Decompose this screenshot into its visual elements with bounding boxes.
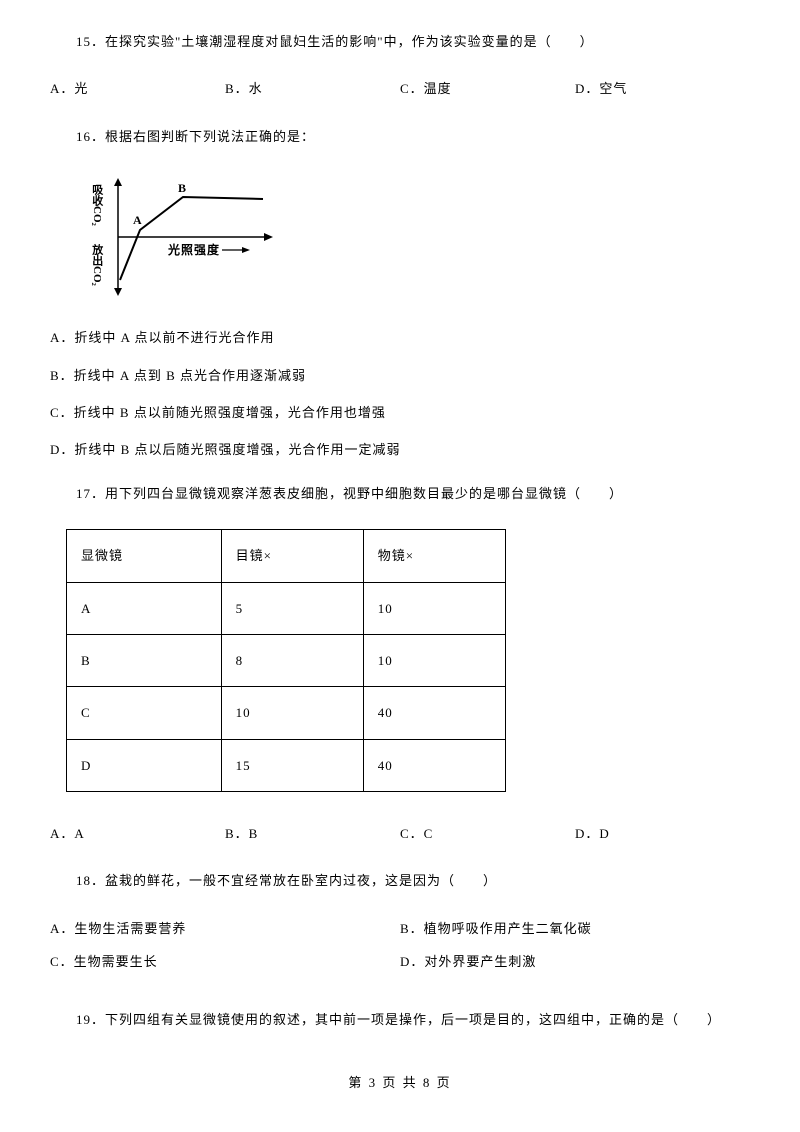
q17-opt-c: C．C (400, 822, 575, 845)
r0c0: A (67, 582, 222, 634)
r0c1: 5 (221, 582, 363, 634)
th-2: 物镜× (363, 530, 505, 582)
q17-text: 17．用下列四台显微镜观察洋葱表皮细胞，视野中细胞数目最少的是哪台显微镜（ ） (50, 482, 750, 505)
graph-y-lower: 放出CO₂ (86, 244, 106, 286)
q18-opt-a: A．生物生活需要营养 (50, 917, 400, 940)
q15-opt-c: C．温度 (400, 77, 575, 100)
q17-opt-a: A．A (50, 822, 225, 845)
r1c0: B (67, 634, 222, 686)
r2c2: 40 (363, 687, 505, 739)
q17-options: A．A B．B C．C D．D (50, 822, 750, 845)
q16-options: A．折线中 A 点以前不进行光合作用 B．折线中 A 点到 B 点光合作用逐渐减… (50, 326, 750, 462)
q17-table: 显微镜 目镜× 物镜× A 5 10 B 8 10 C 10 40 D 15 4… (66, 529, 506, 792)
q16-opt-b: B．折线中 A 点到 B 点光合作用逐渐减弱 (50, 364, 750, 387)
th-1: 目镜× (221, 530, 363, 582)
r3c1: 15 (221, 739, 363, 791)
r1c2: 10 (363, 634, 505, 686)
r3c0: D (67, 739, 222, 791)
r1c1: 8 (221, 634, 363, 686)
r2c1: 10 (221, 687, 363, 739)
page-footer: 第 3 页 共 8 页 (50, 1071, 750, 1094)
graph-y-upper: 吸收CO₂ (86, 184, 106, 226)
q18-opt-d: D．对外界要产生刺激 (400, 950, 750, 973)
q19-text: 19．下列四组有关显微镜使用的叙述，其中前一项是操作，后一项是目的，这四组中，正… (50, 1008, 750, 1031)
r2c0: C (67, 687, 222, 739)
q15-opt-d: D．空气 (575, 77, 750, 100)
graph-point-b: B (178, 181, 187, 195)
q15-opt-a: A．光 (50, 77, 225, 100)
q17-opt-b: B．B (225, 822, 400, 845)
q17-opt-d: D．D (575, 822, 750, 845)
q16-opt-c: C．折线中 B 点以前随光照强度增强，光合作用也增强 (50, 401, 750, 424)
q18-text: 18．盆栽的鲜花，一般不宜经常放在卧室内过夜，这是因为（ ） (50, 869, 750, 892)
q16-opt-a: A．折线中 A 点以前不进行光合作用 (50, 326, 750, 349)
q18-opt-c: C．生物需要生长 (50, 950, 400, 973)
r3c2: 40 (363, 739, 505, 791)
graph-point-a: A (133, 213, 143, 227)
r0c2: 10 (363, 582, 505, 634)
q16-text: 16．根据右图判断下列说法正确的是： (50, 125, 750, 148)
q16-opt-d: D．折线中 B 点以后随光照强度增强，光合作用一定减弱 (50, 438, 750, 461)
graph-x-label: 光照强度 (167, 242, 220, 257)
q16-graph: A B 光照强度 吸收CO₂ 放出CO₂ (78, 172, 278, 302)
q18-options: A．生物生活需要营养 B．植物呼吸作用产生二氧化碳 C．生物需要生长 D．对外界… (50, 917, 750, 984)
q15-opt-b: B．水 (225, 77, 400, 100)
q15-text: 15．在探究实验"土壤潮湿程度对鼠妇生活的影响"中，作为该实验变量的是（ ） (50, 30, 750, 53)
th-0: 显微镜 (67, 530, 222, 582)
q18-opt-b: B．植物呼吸作用产生二氧化碳 (400, 917, 750, 940)
q15-options: A．光 B．水 C．温度 D．空气 (50, 77, 750, 100)
